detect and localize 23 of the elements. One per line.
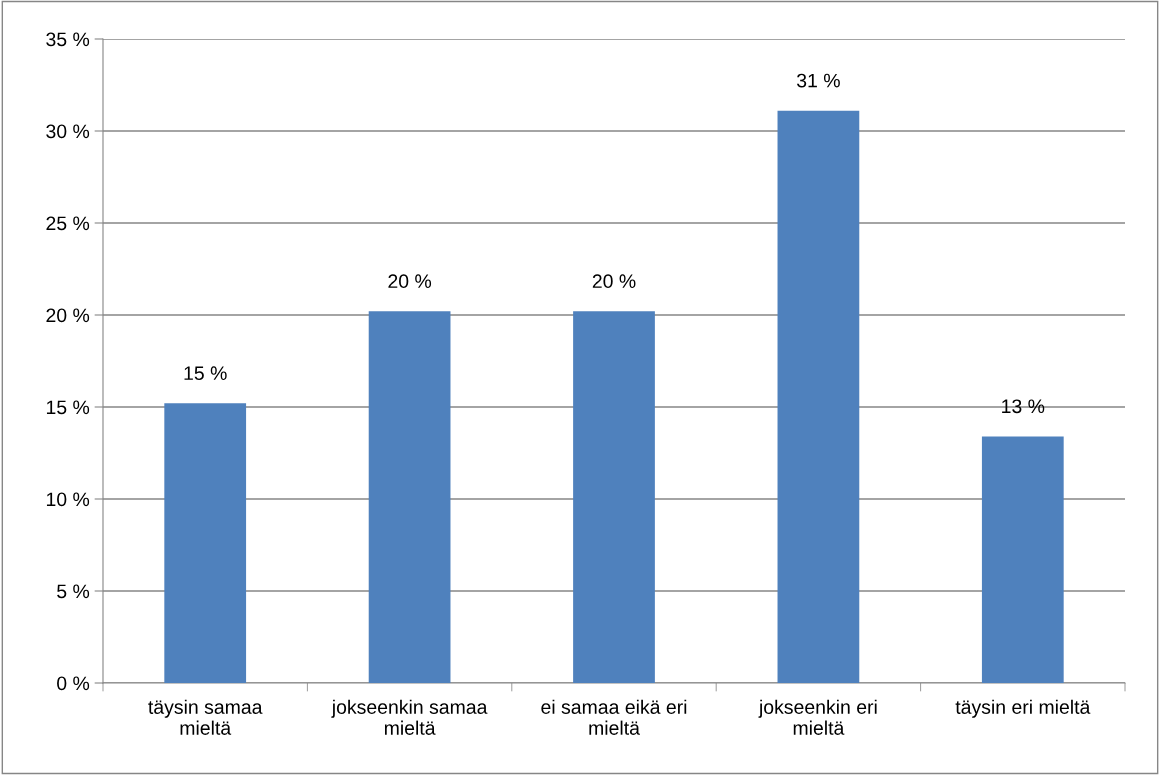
bar: [368, 311, 451, 683]
y-tick-label: 20 %: [46, 308, 90, 323]
y-tick-label: 35 %: [46, 32, 90, 47]
data-label: 20 %: [592, 274, 636, 289]
data-label: 15 %: [184, 366, 227, 381]
data-label: 13 %: [1002, 399, 1045, 414]
y-tick-label: 10 %: [46, 492, 90, 507]
bar: [777, 110, 860, 683]
bar: [573, 311, 655, 683]
y-tick-label: 15 %: [46, 400, 90, 415]
x-tick-label: täysin samaa mieltä: [148, 699, 263, 735]
bar: [164, 403, 247, 683]
x-tick-label: täysin eri mieltä: [955, 699, 1091, 718]
x-tick-label: jokseenkin eri mieltä: [758, 699, 877, 735]
y-tick-label: 5 %: [57, 584, 90, 599]
x-tick-label: ei samaa eikä eri mieltä: [541, 699, 687, 735]
bar: [981, 436, 1064, 683]
y-tick-label: 30 %: [46, 124, 90, 139]
x-tick-label: jokseenkin samaa mieltä: [331, 699, 488, 735]
data-label: 20 %: [388, 274, 432, 289]
data-label: 31 %: [796, 73, 840, 88]
y-tick-label: 25 %: [46, 216, 90, 231]
y-tick-label: 0 %: [57, 676, 90, 691]
